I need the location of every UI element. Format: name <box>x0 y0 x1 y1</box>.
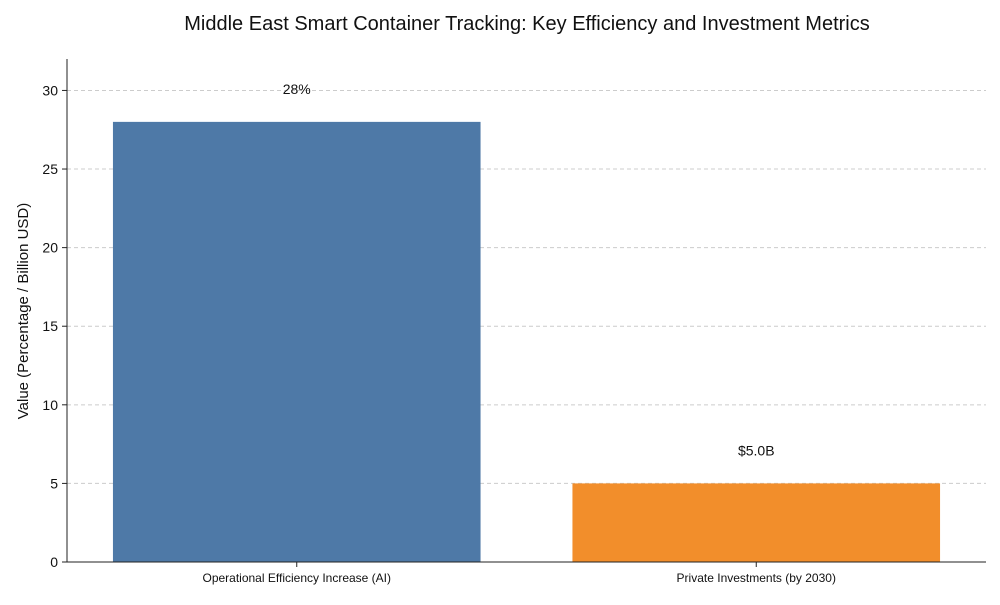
y-tick-label: 25 <box>42 161 58 177</box>
y-tick-label: 0 <box>50 554 58 570</box>
x-tick-label: Private Investments (by 2030) <box>677 571 836 585</box>
y-axis-label: Value (Percentage / Billion USD) <box>15 203 32 420</box>
data-label: $5.0B <box>738 442 775 458</box>
y-tick-label: 10 <box>42 397 58 413</box>
y-tick-label: 30 <box>42 82 58 98</box>
data-label: 28% <box>283 81 311 97</box>
y-tick-label: 20 <box>42 240 58 256</box>
y-tick-label: 15 <box>42 318 58 334</box>
axes: 0 5 10 15 20 25 30 Operational Efficiency Incre… <box>42 59 986 585</box>
bars <box>112 121 941 562</box>
y-tick-label: 5 <box>50 475 58 491</box>
chart-title: Middle East Smart Container Tracking: Ke… <box>184 13 869 35</box>
x-tick-label: Operational Efficiency Increase (AI) <box>202 571 391 585</box>
bar-1 <box>112 121 481 562</box>
data-labels: 28% $5.0B <box>283 81 775 459</box>
bar-2 <box>572 483 941 562</box>
